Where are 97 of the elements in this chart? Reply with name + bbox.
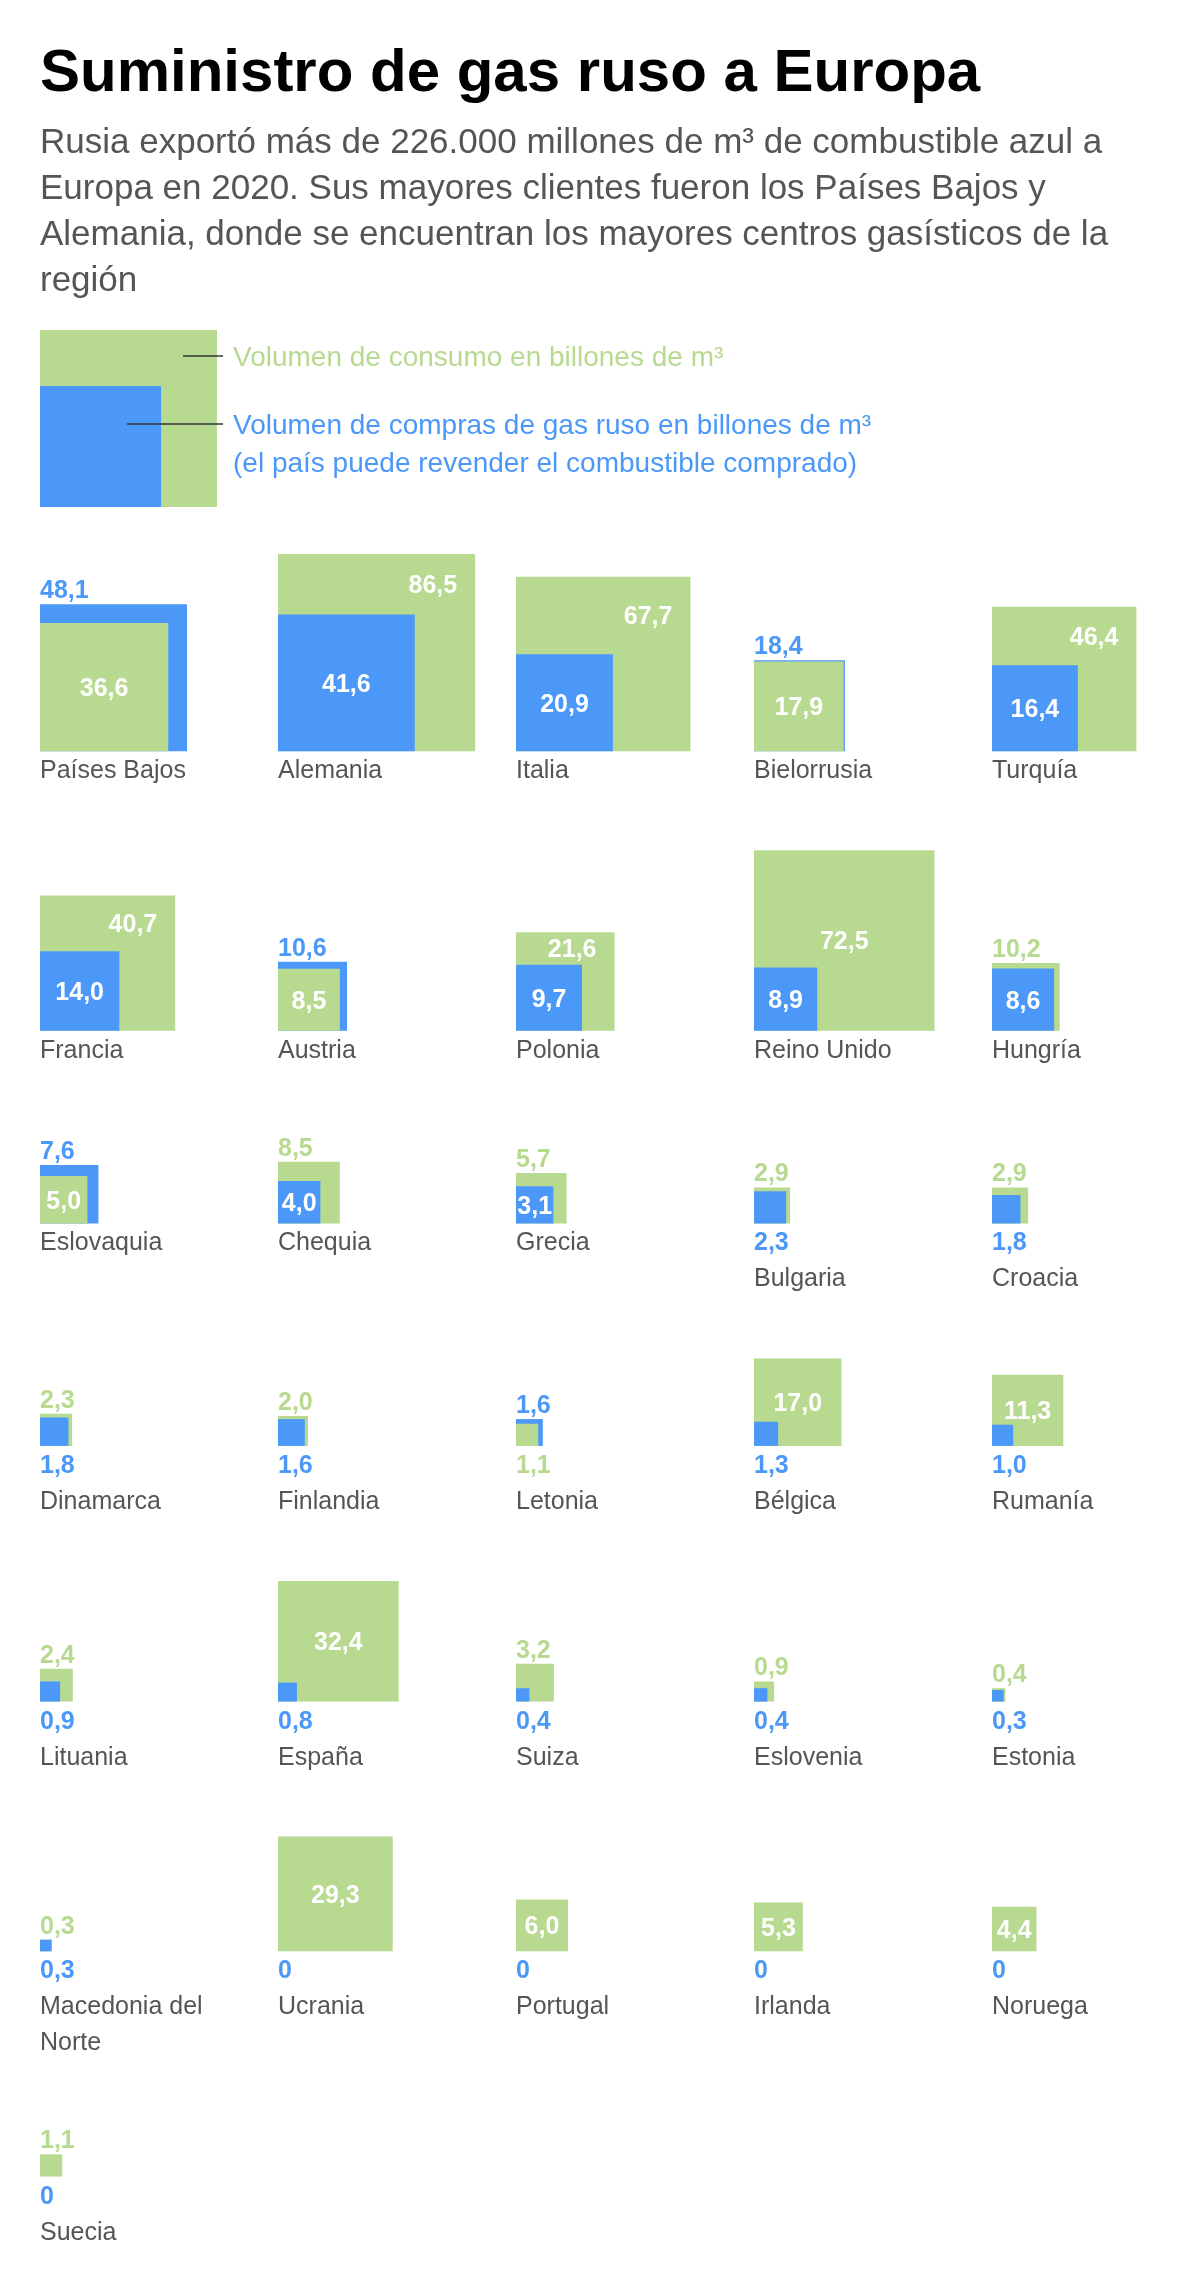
category-label: Macedonia del Norte (40, 1991, 203, 2056)
data-label: 0,9 (40, 1705, 75, 1734)
data-label: 46,4 (1069, 622, 1119, 651)
data-label: 0 (754, 1955, 768, 1984)
data-label: 4,4 (996, 1915, 1032, 1944)
category-label: Bulgaria (754, 1263, 846, 1292)
data-label: 0 (992, 1955, 1006, 1984)
data-label: 36,6 (79, 673, 129, 702)
data-label: 32,4 (314, 1627, 363, 1656)
data-label: 48,1 (40, 575, 89, 604)
data-label: 2,9 (992, 1158, 1027, 1187)
category-label: Suiza (516, 1741, 579, 1770)
data-label: 1,8 (40, 1449, 75, 1478)
category-label: Estonia (992, 1741, 1076, 1770)
data-label: 4,0 (281, 1188, 317, 1217)
data-label: 67,7 (623, 601, 673, 630)
category-label: Reino Unido (754, 1034, 892, 1063)
category-label: Alemania (278, 755, 383, 784)
data-label: 40,7 (108, 909, 158, 938)
data-label: 5,3 (761, 1912, 796, 1941)
data-label: 1,6 (278, 1449, 313, 1478)
category-label: Dinamarca (40, 1485, 161, 1514)
data-label: 10,2 (992, 933, 1041, 962)
data-label: 16,4 (1010, 694, 1060, 723)
data-label: 8,9 (768, 985, 804, 1014)
data-label: 8,6 (1005, 985, 1041, 1014)
data-label: 29,3 (311, 1879, 360, 1908)
data-label: 1,0 (992, 1449, 1027, 1478)
category-label: Lituania (40, 1741, 128, 1770)
data-label: 8,5 (278, 1132, 313, 1161)
category-label: Italia (516, 755, 569, 784)
data-label: 1,8 (992, 1227, 1027, 1256)
category-label: Bielorrusia (754, 755, 873, 784)
data-label: 6,0 (524, 1911, 560, 1940)
category-label: Grecia (516, 1227, 590, 1256)
data-label: 1,1 (40, 2125, 75, 2154)
category-label: Hungría (992, 1034, 1082, 1063)
data-label: 2,0 (278, 1386, 313, 1415)
category-label: Noruega (992, 1991, 1088, 2020)
data-label: 0 (278, 1955, 292, 1984)
data-label: 0,4 (754, 1705, 789, 1734)
data-label: 2,3 (754, 1227, 789, 1256)
category-label: Eslovenia (754, 1741, 863, 1770)
data-label: 0 (40, 2180, 54, 2209)
data-label: 9,7 (531, 983, 567, 1012)
category-label: Turquía (992, 755, 1078, 784)
data-label: 0 (516, 1955, 530, 1984)
data-label: 1,3 (754, 1449, 789, 1478)
data-label: 17,0 (773, 1388, 823, 1417)
data-label: 10,6 (278, 932, 327, 961)
data-label: 5,0 (46, 1185, 82, 1214)
category-label: Letonia (516, 1485, 599, 1514)
category-label: Ucrania (278, 1991, 365, 2020)
data-label: 3,1 (517, 1190, 553, 1219)
data-label: 1,1 (516, 1449, 551, 1478)
data-label: 0,3 (40, 1955, 75, 1984)
data-label: 20,9 (540, 688, 589, 717)
category-label: Irlanda (754, 1991, 831, 2020)
category-label: Eslovaquia (40, 1227, 163, 1256)
category-label: Bélgica (754, 1485, 837, 1514)
data-label: 18,4 (754, 631, 803, 660)
data-label: 0,3 (40, 1910, 75, 1939)
data-label: 41,6 (322, 668, 371, 697)
category-label: Portugal (516, 1991, 610, 2020)
data-label: 21,6 (547, 934, 597, 963)
data-label: 86,5 (408, 570, 458, 599)
data-label: 0,8 (278, 1705, 313, 1734)
category-label: Rumanía (992, 1485, 1094, 1514)
data-label: 72,5 (819, 926, 869, 955)
category-label: Finlandia (278, 1485, 380, 1514)
data-label: 8,5 (291, 985, 327, 1014)
data-label: 0,4 (992, 1659, 1027, 1688)
text: Suministro de gas ruso a Europa (40, 36, 982, 106)
category-label: Croacia (992, 1263, 1079, 1292)
data-label: 14,0 (55, 977, 104, 1006)
data-label: 2,9 (754, 1158, 789, 1187)
data-label: 0,9 (754, 1652, 789, 1681)
data-label: 11,3 (1003, 1396, 1052, 1425)
text: Volumen de compras de gas ruso en billones de m³ (el país puede revender el combustible comprado) (233, 408, 872, 478)
data-label: 2,3 (40, 1384, 75, 1413)
category-label: Chequia (278, 1227, 372, 1256)
data-label: 17,9 (774, 692, 824, 721)
data-label: 2,4 (40, 1639, 75, 1668)
category-label: España (278, 1741, 363, 1770)
category-label: Polonia (516, 1034, 600, 1063)
category-label: Francia (40, 1034, 124, 1063)
category-label: Países Bajos (40, 755, 186, 784)
data-label: 3,2 (516, 1634, 551, 1663)
category-label: Suecia (40, 2216, 117, 2245)
data-label: 0,3 (992, 1705, 1027, 1734)
category-label: Austria (278, 1034, 356, 1063)
data-label: 5,7 (516, 1143, 551, 1172)
text: Rusia exportó más de 226.000 millones de m³ de combustible azul a Europa en 2020. Sus mayores clientes fueron los Países Bajos y Alemania, donde se encuentran los mayores centros gasísticos de la región (40, 120, 1110, 300)
data-label: 0,4 (516, 1705, 551, 1734)
text: Volumen de consumo en billones de m³ (233, 340, 724, 372)
data-label: 7,6 (40, 1136, 75, 1165)
data-label: 1,6 (516, 1390, 551, 1419)
